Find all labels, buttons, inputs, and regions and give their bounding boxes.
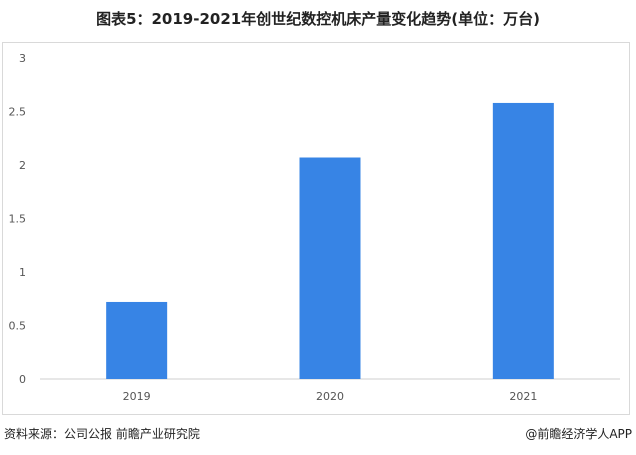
source-note: 资料来源：公司公报 前瞻产业研究院 (4, 427, 200, 441)
bar-chart: 0 0.5 1 1.5 2 2.5 3 2019 2020 2021 (9, 52, 620, 403)
y-tick-label: 0 (19, 373, 26, 386)
bar-2020 (299, 157, 361, 379)
chart-frame (2, 42, 630, 415)
y-tick-label: 3 (19, 52, 26, 65)
y-tick-label: 1 (19, 266, 26, 279)
y-tick-label: 1.5 (9, 213, 27, 226)
credit-note: @前瞻经济学人APP (525, 427, 632, 441)
bar-2019 (106, 301, 168, 379)
x-tick-label: 2020 (316, 390, 344, 403)
chart-title: 图表5：2019-2021年创世纪数控机床产量变化趋势(单位：万台) (96, 10, 540, 28)
x-tick-label: 2021 (509, 390, 537, 403)
y-tick-label: 0.5 (9, 320, 27, 333)
y-tick-label: 2 (19, 159, 26, 172)
bar-2021 (492, 102, 554, 379)
y-tick-label: 2.5 (9, 106, 27, 119)
x-tick-label: 2019 (123, 390, 151, 403)
